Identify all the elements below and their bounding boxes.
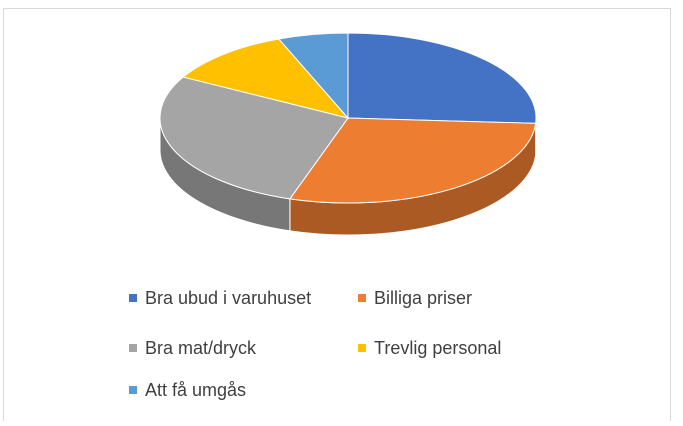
legend-label: Trevlig personal xyxy=(374,338,501,358)
legend-label: Att få umgås xyxy=(145,380,246,400)
legend-swatch xyxy=(358,344,366,352)
legend-swatch xyxy=(129,344,137,352)
legend-label: Billiga priser xyxy=(374,288,472,308)
legend-label: Bra ubud i varuhuset xyxy=(145,288,311,308)
legend-swatch xyxy=(129,386,137,394)
legend-swatch xyxy=(358,294,366,302)
legend-label: Bra mat/dryck xyxy=(145,338,257,358)
legend-swatch xyxy=(129,294,137,302)
